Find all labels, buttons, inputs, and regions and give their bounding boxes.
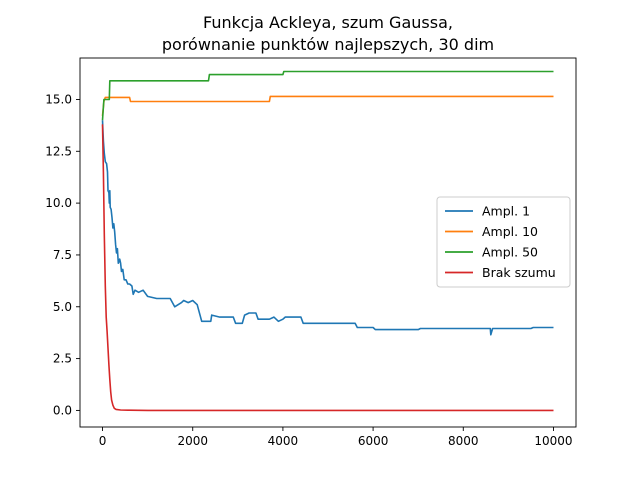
series-line-4 (101, 124, 554, 412)
x-tick-label: 6000 (358, 434, 389, 448)
x-tick-label: 0 (99, 434, 107, 448)
y-tick-label: 12.5 (45, 144, 72, 158)
legend-label-4: Brak szumu (482, 265, 556, 280)
axes-frame (79, 57, 577, 428)
chart-title-line2: porównanie punktów najlepszych, 30 dim (162, 35, 494, 54)
series-line-3 (101, 70, 554, 121)
y-tick-label: 10.0 (45, 196, 72, 210)
y-tick-label: 7.5 (53, 248, 72, 262)
x-tick-label: 4000 (268, 434, 299, 448)
legend-label-3: Ampl. 50 (482, 245, 538, 260)
x-tick-label: 10000 (534, 434, 572, 448)
chart-title-line1: Funkcja Ackleya, szum Gaussa, (203, 13, 453, 32)
x-tick-label: 8000 (448, 434, 479, 448)
y-tick-label: 5.0 (53, 300, 72, 314)
plot-area: 0 2000 4000 6000 8000 10000 0.0 2.5 5.0 7.5 10.0 12… (45, 57, 577, 448)
legend-label-1: Ampl. 1 (482, 204, 530, 219)
y-tick-label: 15.0 (45, 92, 72, 106)
legend-label-2: Ampl. 10 (482, 224, 538, 239)
y-tick-label: 2.5 (53, 352, 72, 366)
legend-box (436, 196, 571, 288)
legend: Ampl. 1 Ampl. 10 Ampl. 50 Brak szumu (436, 196, 571, 288)
y-tick-label: 0.0 (53, 403, 72, 417)
series-line-1 (101, 120, 554, 336)
x-tick-label: 2000 (177, 434, 208, 448)
series-line-2 (101, 95, 554, 117)
